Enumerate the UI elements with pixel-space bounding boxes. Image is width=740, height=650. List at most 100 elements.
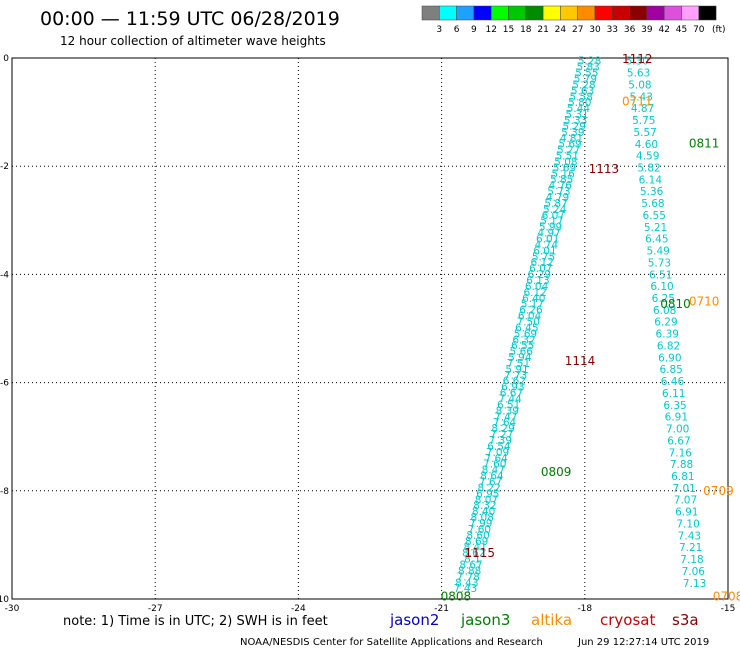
wave-height-point: 6.39	[656, 329, 679, 341]
wave-height-point: 4.87	[631, 103, 654, 115]
wave-height-point: 5.21	[644, 222, 667, 234]
wave-height-point: 6.14	[639, 174, 663, 186]
wave-height-point: 6.55	[643, 210, 666, 222]
colorbar-label: 18	[520, 25, 532, 35]
colorbar-swatch	[663, 5, 682, 21]
wave-height-point: 6.91	[675, 507, 698, 519]
colorbar-swatch	[577, 5, 596, 21]
wave-height-point: 5.33	[564, 115, 587, 127]
wave-height-point: 7.73	[504, 370, 527, 382]
wave-height-point: 6.10	[650, 281, 673, 293]
wave-height-point: 5.69	[558, 139, 581, 151]
wave-height-point: 6.12	[523, 287, 546, 299]
colorbar-swatch	[612, 5, 630, 21]
wave-height-point: 8.29	[491, 423, 514, 435]
wave-height-point: 6.55	[511, 340, 534, 352]
wave-height-point: 6.51	[649, 269, 672, 281]
colorbar-swatch	[594, 5, 613, 21]
y-tick-label: -2	[0, 162, 9, 172]
colorbar-label: 12	[485, 25, 496, 35]
wave-height-point: 7.44	[498, 394, 522, 406]
wave-height-point: 5.43	[630, 91, 653, 103]
wave-height-point: 6.25	[652, 293, 675, 305]
wave-height-point: 5.69	[553, 162, 576, 174]
wave-height-point: 6.04	[525, 281, 549, 293]
wave-height-point: 6.29	[528, 269, 551, 281]
y-tick-label: -6	[0, 379, 9, 389]
wave-height-point: 5.44	[567, 103, 591, 115]
wave-height-point: 5.73	[547, 186, 570, 198]
wave-height-point: 5.91	[505, 364, 528, 376]
plot-frame	[11, 57, 729, 600]
wave-height-point: 7.43	[454, 583, 477, 595]
wave-height-point: 5.27	[557, 145, 580, 157]
wave-height-point: 8.22	[477, 482, 500, 494]
colorbar-label: 6	[454, 25, 460, 35]
colorbar-unit: (ft)	[712, 25, 726, 35]
wave-height-point: 6.01	[536, 234, 559, 246]
wave-height-point: 7.43	[678, 530, 701, 542]
colorbar-swatch	[439, 5, 457, 21]
wave-height-point: 5.79	[574, 73, 597, 85]
colorbar-legend: 3 6 9 12 15 18 21 24 27 30 33 36 39 42 45 70	[421, 5, 717, 35]
wave-height-point: 8.41	[464, 542, 487, 554]
wave-height-point: 5.55	[575, 68, 598, 80]
x-tick-label: -15	[721, 604, 736, 614]
pass-time-label: 0811	[689, 136, 720, 150]
wave-height-point: 6.67	[667, 435, 690, 447]
wave-height-point: 6.51	[497, 399, 520, 411]
colorbar-swatch	[508, 5, 527, 21]
wave-height-point: 5.08	[628, 79, 651, 91]
pass-time-label: 1115	[465, 546, 496, 560]
colorbar-swatch	[646, 5, 665, 21]
satellite-legend-cryosat: cryosat	[600, 611, 655, 629]
wave-height-point: 6.45	[645, 234, 668, 246]
wave-height-point: 7.01	[672, 483, 695, 495]
colorbar-swatch	[629, 5, 648, 21]
pass-time-label: 0809	[541, 465, 572, 479]
wave-height-point: 5.73	[648, 257, 671, 269]
colorbar-swatch	[490, 5, 509, 21]
wave-height-point: 6.08	[653, 305, 676, 317]
colorbar-label: 24	[555, 25, 567, 35]
wave-height-point: 8.39	[496, 405, 519, 417]
wave-height-point: 7.47	[494, 411, 517, 423]
colorbar-swatch	[473, 5, 492, 21]
colorbar-swatch	[456, 5, 475, 21]
wave-height-point: 5.82	[637, 162, 660, 174]
wave-height-point: 8.64	[480, 471, 504, 483]
colorbar-label: 15	[503, 25, 514, 35]
wave-height-point: 7.88	[670, 459, 693, 471]
wave-height-point: 6.29	[654, 317, 677, 329]
wave-height-point: 5.99	[539, 222, 562, 234]
colorbar-label: 9	[471, 25, 477, 35]
wave-height-point: 6.12	[530, 257, 553, 269]
wave-height-point: 5.16	[551, 168, 575, 180]
wave-height-point: 8.32	[473, 500, 496, 512]
wave-height-point: 7.00	[666, 424, 689, 436]
wave-height-point: 5.49	[646, 246, 669, 258]
wave-height-point: 5.57	[633, 127, 656, 139]
wave-height-point: 4.79	[546, 192, 569, 204]
wave-height-point: 8.60	[466, 530, 489, 542]
wave-height-point: 6.93	[501, 382, 524, 394]
wave-height-point: 5.29	[563, 121, 586, 133]
wave-height-point: 4.76	[549, 180, 573, 192]
colorbar-label: 30	[589, 25, 601, 35]
colorbar-label: 70	[693, 25, 705, 35]
y-tick-label: 0	[3, 54, 9, 64]
colorbar-swatch	[525, 5, 544, 21]
wave-height-point: 6.07	[529, 263, 552, 275]
wave-height-point: 5.75	[632, 115, 655, 127]
grid-lines	[12, 58, 728, 599]
wave-height-point: 4.59	[636, 151, 659, 163]
wave-height-point: 8.43	[455, 577, 478, 589]
colorbar-swatch	[421, 5, 440, 21]
pass-time-label: 0708	[713, 589, 740, 603]
wave-height-point: 6.26	[519, 305, 543, 317]
y-tick-label: -10	[0, 595, 9, 605]
colorbar-swatch	[681, 5, 700, 21]
wave-height-point: 7.07	[674, 495, 697, 507]
colorbar-label: 33	[607, 25, 618, 35]
wave-height-point: 7.09	[486, 447, 509, 459]
